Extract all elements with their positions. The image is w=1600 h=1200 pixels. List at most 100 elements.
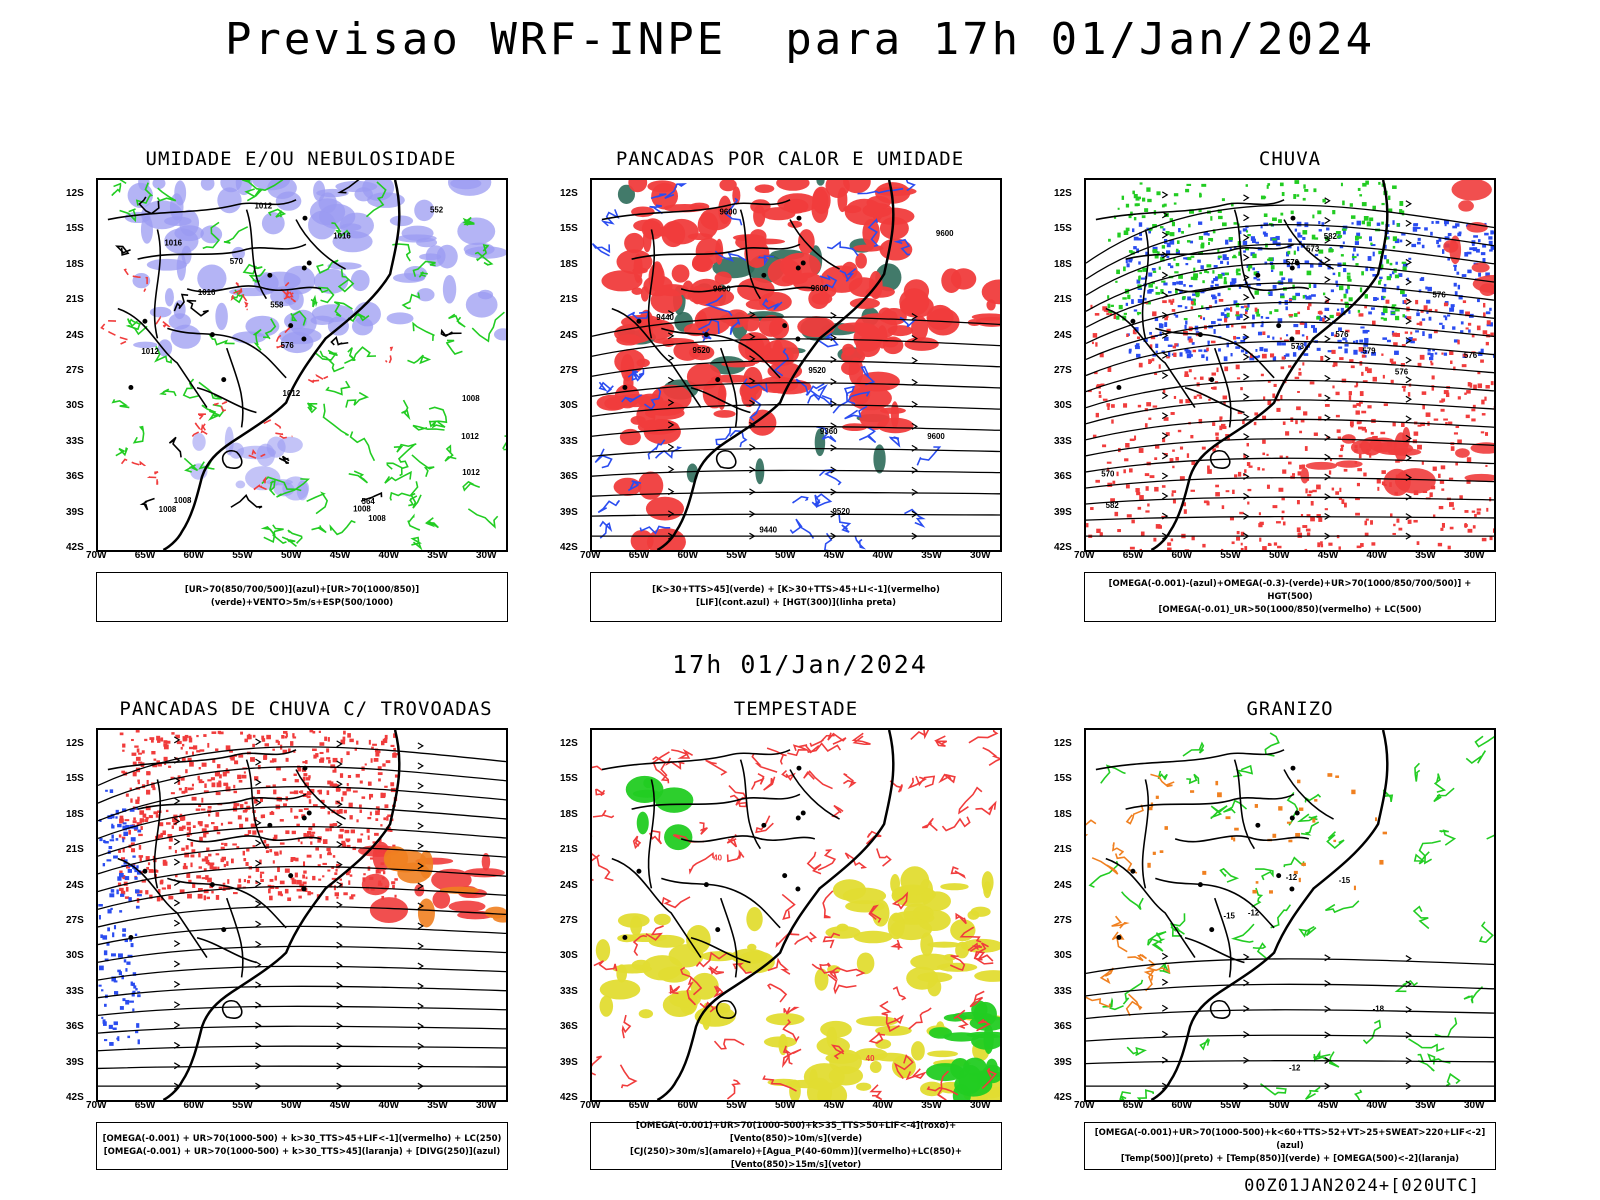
divg-blue-dot: [112, 1027, 117, 1030]
storm-red-dot: [352, 846, 357, 851]
storm-red-dot: [331, 877, 337, 880]
thickness-line: [263, 419, 293, 439]
storm-red-dot: [309, 788, 315, 793]
omega-red-dot: [1449, 351, 1454, 356]
omega-red-dot: [1210, 387, 1214, 390]
storm-red-dot: [318, 730, 321, 733]
omega-blue-dot: [1395, 261, 1398, 265]
storm-red-dot: [346, 844, 351, 848]
omega-blue-dot: [1452, 326, 1456, 330]
omega-green-dot: [1335, 231, 1341, 235]
li-area-south-patch: [645, 496, 685, 521]
storm-red-ocean-patch: [431, 868, 472, 892]
storm-red-dot: [341, 842, 346, 847]
omega-green-dot: [1208, 241, 1210, 246]
omega-red-dot: [1300, 419, 1305, 423]
omega-red-dot: [1154, 372, 1158, 376]
contour-label: 558: [270, 301, 284, 310]
omega-blue-dot: [1368, 311, 1372, 315]
streamline-arrow: [1243, 313, 1250, 321]
omega-red-dot: [1091, 341, 1094, 345]
omega-green-dot: [1198, 235, 1204, 240]
divg-blue-dot: [128, 864, 133, 868]
omega-green-dot: [1391, 311, 1396, 315]
omega-red-dot: [1355, 497, 1360, 501]
storm-red-dot: [392, 753, 397, 758]
storm-red-dot: [285, 733, 288, 738]
omega-red-dot: [1439, 479, 1445, 484]
wind850-green: [925, 1000, 1000, 1100]
storm-red-dot: [281, 734, 285, 739]
storm-red-dot: [262, 814, 266, 819]
lake-dot: [622, 934, 628, 940]
omega-green-dot: [1278, 219, 1282, 223]
divg-blue-dot: [102, 863, 106, 867]
omega-green-dot: [1338, 234, 1343, 238]
omega-green-dot: [1271, 238, 1277, 241]
omega-red-dot: [1137, 506, 1142, 510]
storm-red-dot: [207, 877, 212, 883]
storm-red-dot: [185, 735, 188, 741]
omega-green-dot: [1401, 261, 1407, 264]
lat-tick-label: 27S: [66, 915, 84, 926]
omega-green-dot: [1308, 283, 1312, 289]
storm-red-dot: [239, 823, 244, 828]
storm-red-dot: [201, 797, 204, 803]
omega-blue-dot: [1126, 263, 1130, 268]
omega-blue-dot: [1421, 318, 1426, 321]
omega-red-dot: [1445, 422, 1448, 426]
storm-red-dot: [393, 733, 397, 738]
omega-red-dot: [1281, 510, 1285, 514]
omega-red-dot: [1171, 490, 1177, 493]
storm-red-dot: [228, 748, 231, 752]
storm-red-dot: [179, 813, 183, 817]
storm-red-dot: [177, 780, 181, 785]
omega-red-dot: [1356, 403, 1361, 406]
storm-red-dot: [393, 747, 396, 751]
omega-red-dot: [1482, 330, 1488, 335]
streamline-arrow: [1161, 1030, 1169, 1038]
omega-green-dot: [1181, 231, 1184, 234]
omega-red-dot: [1240, 542, 1243, 546]
storm-red-dot: [243, 858, 247, 862]
lake-dot: [795, 815, 801, 821]
lif-contour-line: [858, 427, 877, 444]
lon-tick-label: 30W: [1464, 550, 1485, 561]
streamline-arrow: [1161, 492, 1169, 500]
storm-red-dot: [332, 855, 336, 858]
hgt500-line: [1086, 360, 1494, 393]
omega-blue-dot: [1242, 336, 1248, 340]
omega-red-dot: [1100, 383, 1105, 386]
storm-red-dot: [167, 884, 171, 890]
omega-red-dot: [1139, 548, 1142, 550]
contour-label: 582: [1106, 501, 1120, 510]
omega-red-dot: [1492, 528, 1494, 533]
streamline-arrow: [417, 822, 424, 830]
omega-blue-dot: [1179, 352, 1183, 357]
omega-red-dot: [1092, 333, 1098, 338]
storm-red-dot: [245, 862, 249, 866]
humidity-lower-line: [306, 402, 318, 414]
storm-red-dot: [288, 748, 291, 753]
omega-blue-dot: [1311, 294, 1316, 297]
border-line: [739, 209, 762, 300]
lif-contour: [592, 180, 942, 550]
omega-blue-dot: [1185, 320, 1188, 325]
storm-red-dot: [246, 847, 250, 852]
humidity-upper-south-patch: [192, 432, 206, 451]
omega-red-dot: [1459, 495, 1463, 500]
lat-tick-label: 39S: [560, 1056, 578, 1068]
storm-red-dot: [156, 760, 160, 765]
omega-red-dot: [1328, 542, 1333, 546]
lc850-line: [645, 925, 664, 941]
omega-green-dot: [1157, 251, 1160, 256]
omega-red-dot: [1215, 484, 1220, 488]
omega-red-dot: [1151, 358, 1155, 362]
wind850-green-patch: [983, 1024, 994, 1055]
labels: 1008100810081012101210121016101610121016…: [141, 202, 480, 523]
storm-red-dot: [156, 896, 161, 902]
omega-green-dot: [1345, 302, 1349, 308]
omega-red-dot: [1400, 362, 1406, 367]
omega-red-dot: [1355, 381, 1359, 387]
omega-red-dot: [1262, 546, 1267, 550]
